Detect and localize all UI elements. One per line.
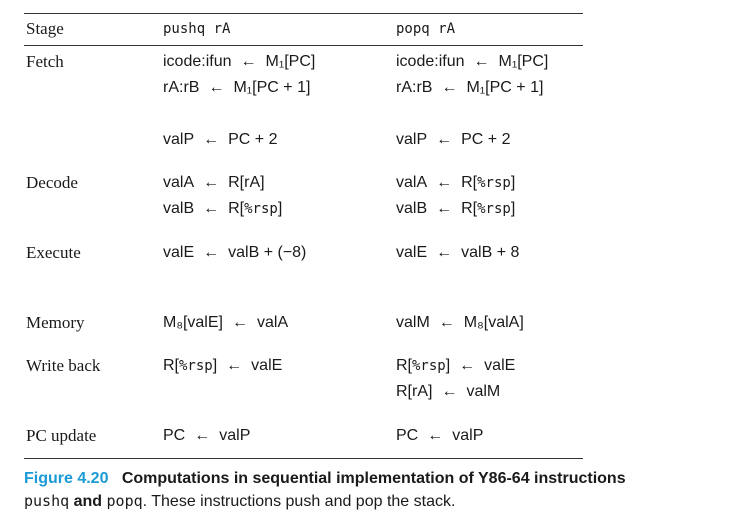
assign-source: valP	[452, 427, 484, 444]
caption-and: and	[73, 493, 103, 510]
assign-target: valM	[396, 314, 430, 331]
stage-label: Decode	[26, 173, 78, 192]
assign-target: valE	[396, 244, 428, 261]
left-arrow-icon: ←	[194, 427, 211, 444]
assign-source: R[%rsp]	[228, 200, 283, 217]
left-arrow-icon: ←	[459, 357, 476, 374]
assign-target: icode:ifun	[163, 53, 232, 70]
instruction-line: M₈[valE] ← valA	[163, 313, 288, 333]
header-popq-text: popq rA	[396, 21, 456, 37]
header-popq: popq rA	[396, 19, 455, 39]
assign-source: PC + 2	[228, 131, 278, 148]
instruction-line: PC ← valP	[163, 426, 250, 446]
instruction-line: valA ← R[rA]	[163, 173, 265, 193]
instruction-line: R[%rsp] ← valE	[396, 356, 515, 376]
instruction-line: valM ← M₈[valA]	[396, 313, 524, 333]
instruction-line: PC ← valP	[396, 426, 483, 446]
assign-target: PC	[163, 427, 186, 444]
instruction-line: valA ← R[%rsp]	[396, 173, 515, 193]
header-pushq-text: pushq rA	[163, 21, 231, 37]
stage-label: Write back	[26, 356, 101, 375]
left-arrow-icon: ←	[203, 174, 220, 191]
left-arrow-icon: ←	[427, 427, 444, 444]
instruction-line: valP ← PC + 2	[396, 130, 510, 150]
header-stage: Stage	[26, 19, 64, 38]
left-arrow-icon: ←	[203, 131, 220, 148]
figure-label: Figure 4.20	[24, 470, 109, 487]
figure-caption: Figure 4.20 Computations in sequential i…	[24, 468, 724, 513]
instruction-line: valB ← R[%rsp]	[163, 199, 282, 219]
caption-code-pushq: pushq	[24, 492, 70, 510]
stage-label: Fetch	[26, 52, 64, 71]
assign-source: R[rA]	[228, 174, 265, 191]
assign-target: valB	[396, 200, 428, 217]
assign-target: PC	[396, 427, 419, 444]
stage-label: Memory	[26, 313, 85, 332]
caption-rest: . These instructions push and pop the st…	[142, 493, 456, 510]
instruction-line: R[%rsp] ← valE	[163, 356, 282, 376]
assign-target: R[%rsp]	[396, 357, 451, 374]
figure-title: Computations in sequential implementatio…	[121, 470, 626, 487]
assign-target: valB	[163, 200, 195, 217]
assign-target: R[%rsp]	[163, 357, 218, 374]
assign-source: valE	[251, 357, 283, 374]
assign-source: M₁[PC + 1]	[466, 79, 544, 96]
assign-target: icode:ifun	[396, 53, 465, 70]
instruction-line: rA:rB ← M₁[PC + 1]	[396, 78, 543, 98]
assign-source: valE	[484, 357, 516, 374]
left-arrow-icon: ←	[441, 383, 458, 400]
assign-source: valP	[219, 427, 251, 444]
left-arrow-icon: ←	[203, 244, 220, 261]
assign-source: R[%rsp]	[461, 200, 516, 217]
assign-source: R[%rsp]	[461, 174, 516, 191]
table-bottom-rule	[24, 458, 583, 459]
left-arrow-icon: ←	[436, 131, 453, 148]
left-arrow-icon: ←	[203, 200, 220, 217]
assign-target: rA:rB	[163, 79, 200, 96]
left-arrow-icon: ←	[208, 79, 225, 96]
table-top-rule	[24, 13, 583, 14]
assign-source: M₁[PC]	[498, 53, 549, 70]
assign-target: R[rA]	[396, 383, 433, 400]
left-arrow-icon: ←	[436, 244, 453, 261]
assign-source: PC + 2	[461, 131, 511, 148]
assign-target: rA:rB	[396, 79, 433, 96]
instruction-line: icode:ifun ← M₁[PC]	[163, 52, 315, 72]
caption-code-popq: popq	[106, 492, 143, 510]
left-arrow-icon: ←	[226, 357, 243, 374]
stage-label: PC update	[26, 426, 97, 445]
assign-source: valB + 8	[461, 244, 520, 261]
instruction-line: valB ← R[%rsp]	[396, 199, 515, 219]
instruction-line: valE ← valB + (−8)	[163, 243, 306, 263]
header-pushq: pushq rA	[163, 19, 230, 39]
left-arrow-icon: ←	[436, 200, 453, 217]
instruction-line: icode:ifun ← M₁[PC]	[396, 52, 548, 72]
assign-source: valA	[256, 314, 289, 331]
assign-source: M₈[valA]	[463, 314, 524, 331]
instruction-line: R[rA] ← valM	[396, 382, 500, 402]
left-arrow-icon: ←	[438, 314, 455, 331]
header-rule	[24, 45, 583, 46]
left-arrow-icon: ←	[436, 174, 453, 191]
instruction-line: valE ← valB + 8	[396, 243, 519, 263]
assign-target: valP	[396, 131, 428, 148]
assign-source: M₁[PC + 1]	[233, 79, 311, 96]
assign-target: valE	[163, 244, 195, 261]
assign-target: M₈[valE]	[163, 314, 223, 331]
assign-target: valA	[163, 174, 195, 191]
left-arrow-icon: ←	[240, 53, 257, 70]
left-arrow-icon: ←	[473, 53, 490, 70]
stage-label: Execute	[26, 243, 81, 262]
left-arrow-icon: ←	[231, 314, 248, 331]
assign-source: M₁[PC]	[265, 53, 316, 70]
assign-source: valB + (−8)	[228, 244, 307, 261]
instruction-line: valP ← PC + 2	[163, 130, 277, 150]
left-arrow-icon: ←	[441, 79, 458, 96]
assign-source: valM	[466, 383, 501, 400]
assign-target: valA	[396, 174, 428, 191]
assign-target: valP	[163, 131, 195, 148]
instruction-line: rA:rB ← M₁[PC + 1]	[163, 78, 310, 98]
